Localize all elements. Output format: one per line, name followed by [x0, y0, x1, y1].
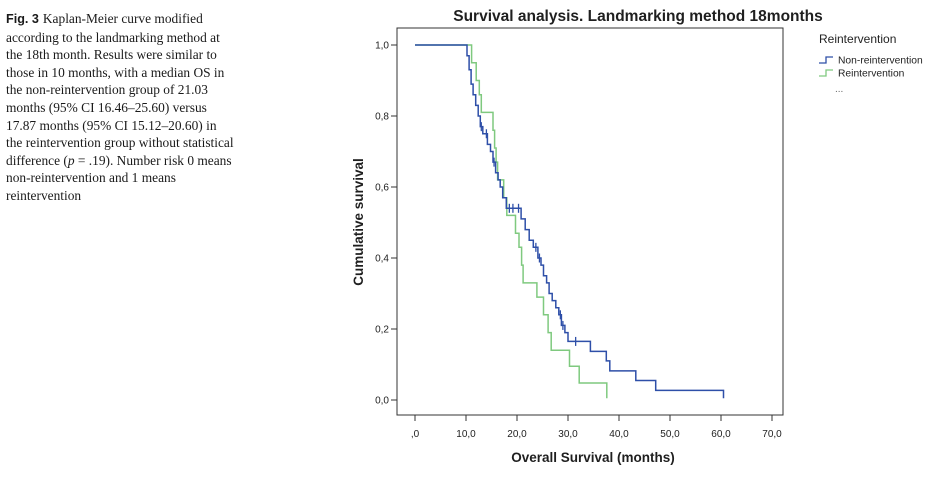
- x-tick-label: 20,0: [507, 429, 527, 440]
- x-tick-label: 70,0: [762, 429, 782, 440]
- chart-title: Survival analysis. Landmarking method 18…: [453, 8, 823, 25]
- series-layer: [415, 44, 725, 399]
- y-tick-label: 0,4: [375, 254, 389, 265]
- x-axis-label: Overall Survival (months): [511, 450, 675, 465]
- x-tick-label: 30,0: [558, 429, 578, 440]
- series-line-non-reintervention: [415, 44, 725, 399]
- legend-swatch: [819, 56, 833, 64]
- legend-label: Non-reintervention: [838, 56, 923, 67]
- figure-label: Fig. 3: [6, 12, 39, 26]
- legend-items: Non-reintervention Reintervention: [819, 56, 923, 80]
- caption-text-part1: Kaplan-Meier curve modified according to…: [6, 11, 234, 168]
- x-tick-label: 10,0: [456, 429, 476, 440]
- legend-title: Reintervention: [819, 32, 896, 46]
- x-tick-label: ,0: [411, 429, 420, 440]
- caption-p-symbol: p: [67, 152, 75, 168]
- caption-text-part2: = .19). Number risk 0 means non-reinterv…: [6, 152, 232, 203]
- legend-swatch: [819, 69, 833, 77]
- y-axis-label: Cumulative survival: [351, 158, 366, 286]
- x-axis: ,0 10,0 20,0 30,0 40,0 50,0 60,0 70,0: [411, 415, 782, 440]
- plot-frame: [396, 27, 784, 416]
- x-tick-label: 60,0: [711, 429, 731, 440]
- y-tick-label: 0,2: [375, 325, 389, 336]
- series-line-reintervention: [415, 44, 608, 399]
- y-tick-label: 1,0: [375, 41, 389, 52]
- x-tick-label: 40,0: [609, 429, 629, 440]
- y-tick-label: 0,0: [375, 396, 389, 407]
- y-axis: 0,0 0,2 0,4 0,6 0,8 1,0: [375, 41, 397, 407]
- legend-more: ...: [835, 84, 843, 95]
- x-tick-label: 50,0: [660, 429, 680, 440]
- y-tick-label: 0,6: [375, 183, 389, 194]
- legend: Reintervention Non-reintervention Reinter…: [819, 32, 923, 95]
- y-tick-label: 0,8: [375, 112, 389, 123]
- legend-label: Reintervention: [838, 69, 905, 80]
- figure-caption: Fig. 3 Kaplan-Meier curve modified accord…: [6, 10, 234, 205]
